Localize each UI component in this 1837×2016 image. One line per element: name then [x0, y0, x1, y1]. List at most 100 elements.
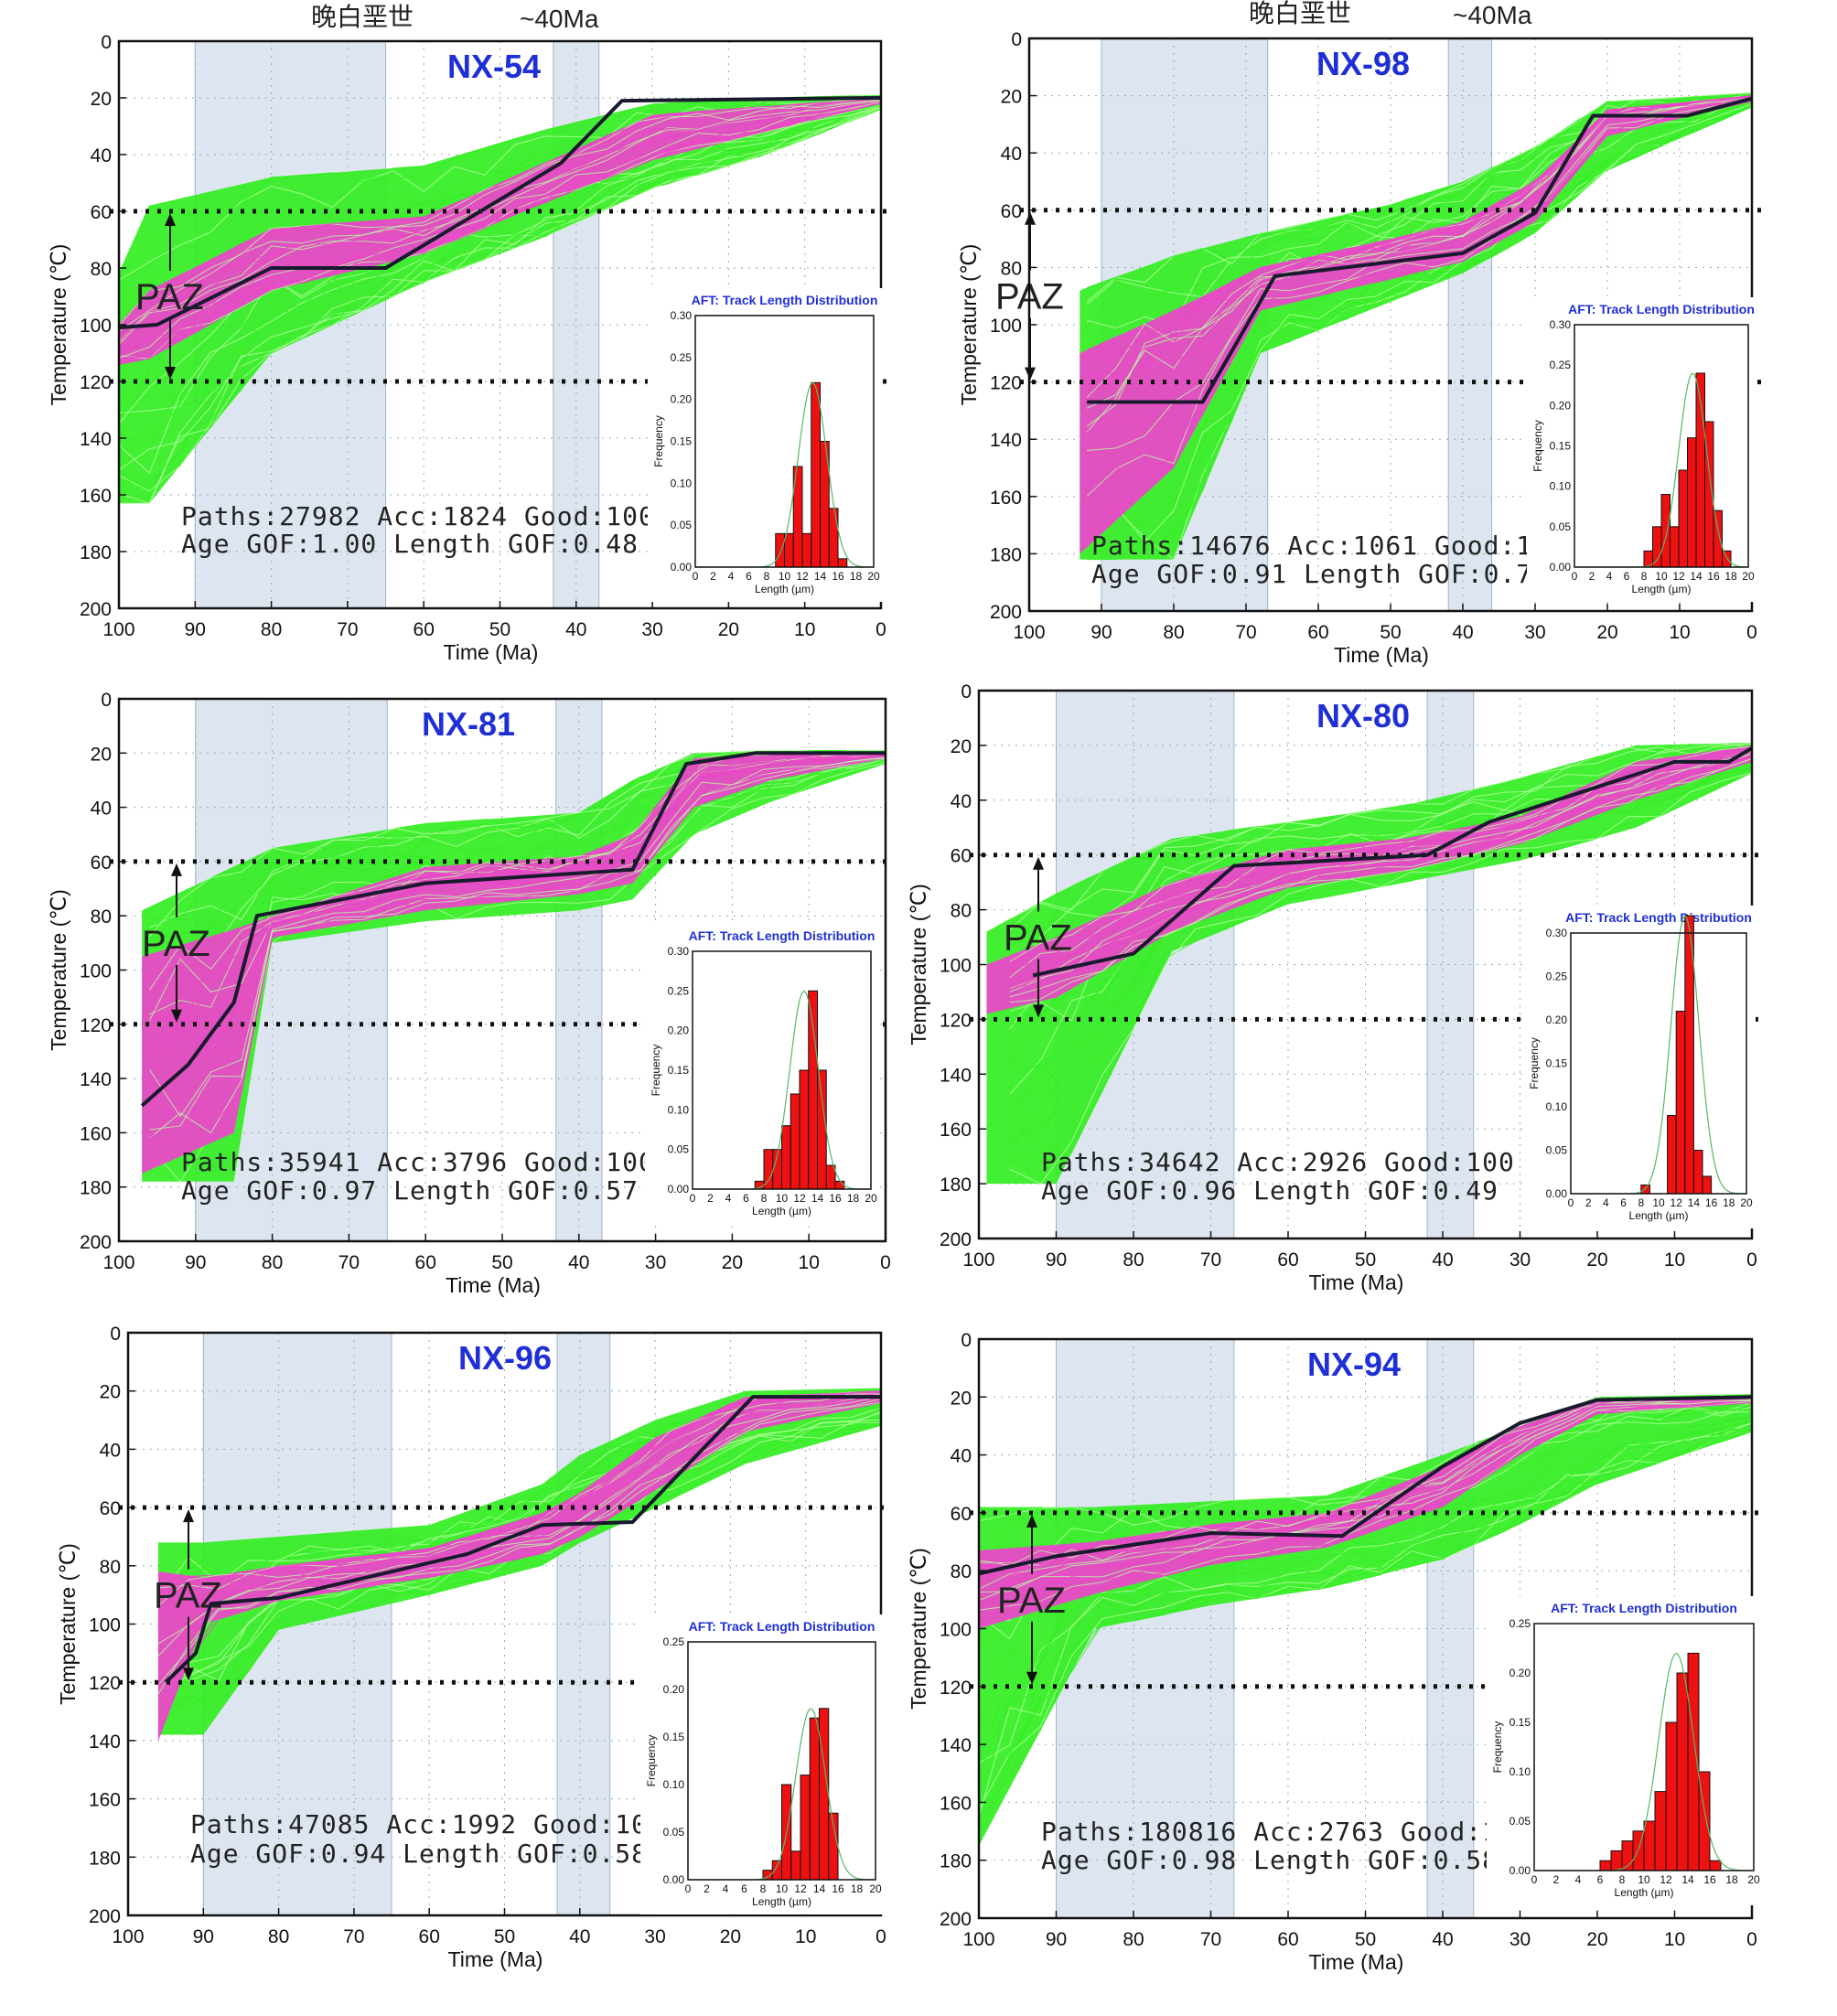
inset-x-tick-label: 20: [1740, 1196, 1753, 1209]
x-tick-label: 50: [1380, 622, 1401, 643]
y-tick-label: 20: [100, 1382, 121, 1403]
y-tick-label: 80: [91, 259, 112, 280]
best-fit-path: [140, 751, 886, 1108]
acceptable-path: [157, 1395, 882, 1645]
histogram-bar: [1643, 1820, 1656, 1871]
inset-x-label: Length (µm): [752, 1895, 811, 1908]
y-tick-label: 100: [80, 316, 112, 337]
y-tick-label: 200: [990, 602, 1022, 623]
acceptable-path: [149, 753, 886, 1000]
x-tick-label: 80: [1163, 622, 1184, 643]
histogram-bar: [1670, 526, 1680, 568]
good-path: [149, 756, 886, 1053]
inset-x-tick-label: 2: [1553, 1873, 1560, 1886]
inset-x-tick-label: 4: [725, 1192, 732, 1205]
x-tick-label: 20: [1586, 1929, 1607, 1950]
stats-line-1: Paths:47085 Acc:1992 Good:100: [190, 1809, 664, 1839]
good-path: [118, 107, 882, 504]
acceptable-path: [157, 1395, 882, 1613]
x-tick-label: 90: [1090, 622, 1112, 643]
stats-line-1: Paths:14676 Acc:1061 Good:100: [1091, 531, 1565, 561]
histogram-bar: [784, 532, 794, 568]
acceptable-path: [157, 1395, 882, 1657]
y-tick-label: 20: [91, 89, 112, 110]
y-tick-label: 160: [940, 1120, 972, 1141]
acceptable-path: [978, 1402, 1753, 1623]
y-tick-label: 200: [80, 599, 112, 620]
sample-title: NX-81: [422, 705, 515, 743]
sample-title: NX-54: [447, 48, 541, 85]
y-tick-label: 120: [80, 1015, 112, 1036]
inset-x-tick-label: 8: [764, 570, 770, 583]
y-tick-label: 180: [940, 1851, 972, 1872]
inset-background: [1523, 906, 1756, 1228]
inset-x-tick-label: 0: [693, 570, 699, 583]
age-label-right: ~40Ma: [1453, 1, 1532, 29]
acceptable-path: [978, 1398, 1753, 1566]
acceptable-path: [1009, 745, 1753, 962]
x-tick-label: 60: [415, 1252, 436, 1273]
histogram-bar: [1678, 469, 1688, 568]
inset-x-label: Length (µm): [755, 583, 814, 595]
inset-y-tick-label: 0.30: [1546, 927, 1568, 939]
inset-x-tick-label: 18: [1724, 570, 1737, 583]
acceptable-path: [978, 1400, 1753, 1611]
paz-arrowhead-down: [183, 1667, 194, 1681]
acceptable-path: [1009, 756, 1753, 989]
histogram-bar: [781, 1125, 791, 1190]
y-tick-label: 200: [89, 1906, 121, 1927]
histogram-bar: [1610, 1850, 1623, 1871]
stats-line-2: Age GOF:0.98 Length GOF:0.58: [1041, 1845, 1499, 1875]
good-path: [118, 106, 882, 475]
histogram-bar: [1722, 550, 1732, 568]
acceptable-path: [149, 754, 886, 1033]
inset-y-tick-label: 0.00: [663, 1873, 685, 1886]
inset-frame: [1533, 1623, 1755, 1871]
x-tick-label: 60: [1307, 622, 1328, 643]
x-tick-label: 70: [338, 1252, 360, 1273]
inset-x-tick-label: 8: [760, 1882, 767, 1895]
paz-label: PAZ: [1004, 918, 1072, 959]
inset-frame: [692, 950, 872, 1190]
good-path: [978, 1417, 1753, 1777]
y-tick-label: 120: [990, 373, 1022, 394]
acceptable-path: [1087, 98, 1753, 432]
good-path: [118, 106, 882, 451]
paz-arrowhead-down: [1026, 1671, 1037, 1685]
acceptable-path: [1086, 101, 1753, 548]
inset-y-tick-label: 0.30: [668, 945, 690, 958]
x-tick-label: 50: [489, 619, 510, 640]
sample-title: NX-94: [1307, 1346, 1401, 1383]
inset-x-tick-label: 18: [847, 1192, 860, 1205]
inset-frame: [1574, 324, 1749, 568]
histogram-bar: [1687, 437, 1697, 568]
good-path: [1087, 93, 1753, 289]
inset-x-tick-label: 14: [1688, 1196, 1701, 1209]
paz-arrowhead-up: [183, 1509, 194, 1523]
x-tick-label: 20: [718, 619, 739, 640]
inset-x-label: Length (µm): [1629, 1209, 1689, 1222]
stats-line-2: Age GOF:0.91 Length GOF:0.74: [1091, 559, 1549, 589]
x-tick-label: 40: [568, 1252, 589, 1273]
x-tick-label: 0: [876, 1926, 886, 1947]
good-path: [1009, 743, 1753, 939]
inset-y-tick-label: 0.05: [671, 519, 693, 531]
inset-y-tick-label: 0.30: [671, 309, 693, 322]
good-path: [119, 108, 882, 504]
x-tick-label: 20: [1586, 1249, 1607, 1271]
y-tick-label: 140: [80, 1069, 112, 1090]
x-tick-label: 80: [1123, 1929, 1144, 1950]
x-tick-label: 30: [645, 1252, 666, 1273]
x-tick-label: 80: [262, 1252, 283, 1273]
x-tick-label: 10: [794, 619, 815, 640]
inset-x-tick-label: 8: [1638, 1196, 1644, 1209]
y-tick-label: 60: [951, 1504, 972, 1525]
period-label-left: 晚白垩世: [311, 2, 414, 32]
acceptable-envelope: [142, 753, 886, 1174]
inset-background: [640, 1614, 885, 1914]
